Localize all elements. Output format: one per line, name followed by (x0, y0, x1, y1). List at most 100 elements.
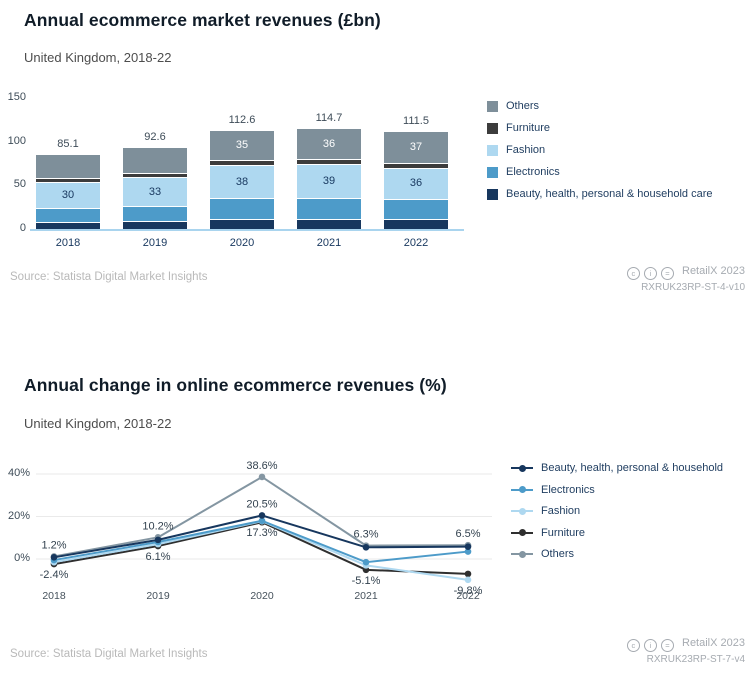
line-chart-canvas: 1.2% -2.4% 10.2% 6.1% 38.6% 20.5% 17.3% 6.3% -5.… (36, 460, 492, 597)
chart1-subtitle: United Kingdom, 2018-22 (24, 50, 172, 65)
y-axis-tick: 150 (7, 91, 26, 103)
point-label: 6.3% (353, 529, 378, 541)
bar-segment-label: 39 (322, 175, 336, 188)
credit-text: RetailX 2023 (682, 637, 745, 649)
bar-segment (210, 199, 274, 221)
bar-segment: 38 (210, 166, 274, 200)
no-derivatives-icon: = (660, 639, 674, 653)
chart2-credit: c i = RetailX 2023 RXRUK23RP-ST-7-v4 (626, 636, 745, 667)
x-axis-line (30, 229, 464, 231)
data-point (50, 554, 58, 561)
revenue-bar-chart-panel: Annual ecommerce market revenues (£bn) U… (7, 10, 745, 295)
bar-segment (36, 179, 100, 183)
bar-segment (297, 220, 361, 229)
bar-segment (297, 199, 361, 221)
legend-swatch (487, 144, 498, 156)
legend-line-marker (511, 529, 533, 536)
legend-label: Beauty, health, personal & household car… (506, 188, 713, 200)
point-label: -5.1% (352, 575, 381, 587)
legend-label: Electronics (506, 166, 560, 178)
legend-dot (518, 507, 526, 515)
data-point (258, 473, 266, 481)
retailx-credit-line: c i = RetailX 2023 (626, 636, 745, 653)
data-point (464, 548, 472, 555)
bar-segment: 35 (210, 130, 274, 162)
cc-icon: c (626, 267, 640, 281)
bar-segment (123, 174, 187, 179)
bar-segment-label: 36 (409, 177, 423, 190)
legend-line-marker (511, 507, 533, 515)
chart1-title: Annual ecommerce market revenues (£bn) (24, 10, 381, 30)
legend-item: Others (511, 548, 723, 560)
legend-swatch (487, 122, 498, 134)
legend-label: Others (541, 548, 575, 560)
point-label: 20.5% (246, 498, 277, 510)
x-axis-label: 2019 (146, 590, 170, 602)
legend-line-marker (511, 464, 533, 472)
point-label: -2.4% (40, 569, 69, 581)
bar-segment (384, 163, 448, 169)
bar-segment: 37 (384, 131, 448, 164)
bar-segment-label: 30 (61, 188, 75, 201)
credit-text: RetailX 2023 (682, 265, 745, 277)
point-label: 10.2% (142, 520, 173, 532)
data-point (464, 576, 472, 584)
bar-segment (36, 208, 100, 223)
legend-label: Fashion (506, 144, 546, 156)
data-point (258, 512, 266, 519)
x-axis-label: 2020 (250, 590, 274, 602)
legend-item: Electronics (511, 484, 723, 496)
growth-line-chart-panel: Annual change in online ecommerce revenu… (0, 352, 755, 681)
bar-segment-label: 38 (235, 175, 249, 188)
bar-segment: 30 (36, 182, 100, 209)
legend-item: Beauty, health, personal & household (511, 462, 723, 474)
y-axis-tick: 50 (13, 178, 26, 191)
legend-label: Electronics (541, 483, 595, 496)
y-axis-tick: 100 (7, 134, 26, 147)
legend-item: Furniture (487, 122, 713, 134)
bar-segment: 36 (297, 128, 361, 161)
attribution-icon: i (643, 267, 657, 281)
legend-swatch (487, 188, 498, 200)
data-point (464, 543, 472, 550)
bar-segment: 33 (123, 178, 187, 208)
chart1-credit: c i = RetailX 2023 RXRUK23RP-ST-4-v10 (626, 264, 745, 295)
x-axis-label: 2020 (229, 237, 255, 249)
legend-label: Furniture (541, 526, 586, 539)
legend-label: Beauty, health, personal & household (541, 462, 724, 474)
legend-item: Fashion (487, 144, 713, 156)
x-axis-label: 2021 (316, 237, 342, 249)
bar-segment (36, 154, 100, 180)
x-axis-label: 2021 (354, 590, 378, 602)
bar-total-label: 114.7 (315, 111, 343, 124)
legend-item: Fashion (511, 505, 723, 517)
legend-dot (518, 464, 526, 472)
bar-segment-label: 35 (235, 138, 249, 151)
report-code: RXRUK23RP-ST-7-v4 (646, 654, 745, 666)
bar-total-label: 92.6 (144, 131, 166, 144)
bar-segment (123, 148, 187, 175)
bar-segment (123, 222, 187, 229)
data-point (154, 536, 162, 544)
chart2-source: Source: Statista Digital Market Insights (10, 648, 208, 660)
legend-line-marker (511, 486, 533, 493)
legend-label: Furniture (506, 122, 551, 134)
legend-swatch (487, 100, 498, 112)
point-label: -9.8% (454, 585, 483, 597)
point-label: 38.6% (246, 460, 277, 472)
x-axis-label: 2018 (42, 590, 66, 602)
data-point (362, 558, 370, 566)
report-code: RXRUK23RP-ST-4-v10 (641, 282, 745, 294)
legend-line-marker (511, 550, 533, 558)
data-point (464, 570, 472, 578)
bar-chart-plot: 0 50 100 150 30 85.1 2018 33 92.6 2019 38 35 112.6 20… (7, 91, 464, 249)
bar-segment (210, 220, 274, 229)
attribution-icon: i (643, 639, 657, 653)
x-axis-label: 2022 (456, 590, 480, 602)
bar-segment (384, 200, 448, 221)
data-point (258, 517, 266, 525)
y-axis-tick: 0% (14, 552, 30, 564)
bar-total-label: 111.5 (403, 114, 429, 127)
x-axis-label: 2022 (403, 237, 429, 249)
cc-icon: c (626, 639, 640, 653)
